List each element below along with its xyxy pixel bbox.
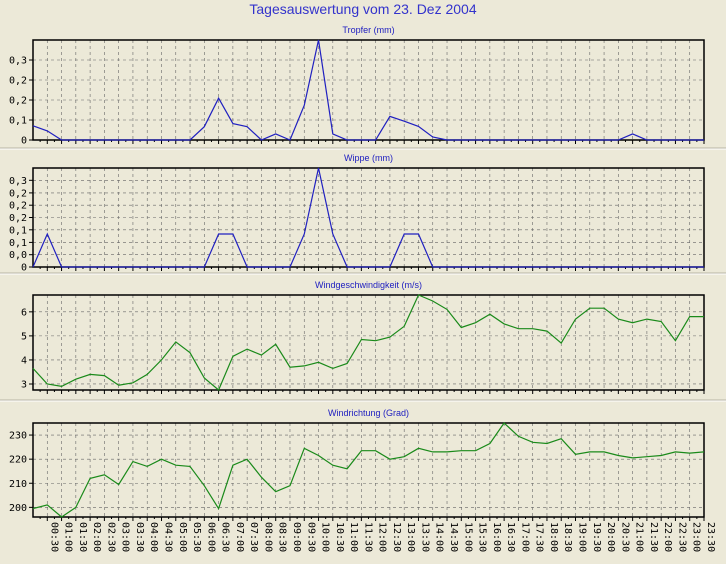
x-tick-label: 05:30: [191, 522, 202, 552]
series-line: [32, 422, 705, 518]
y-tick-label: 4: [21, 355, 27, 366]
panel-title: Windrichtung (Grad): [328, 408, 409, 418]
y-tick-label: 220: [9, 455, 27, 466]
x-tick-label: 02:00: [91, 522, 102, 552]
x-tick-label: 04:00: [148, 522, 159, 552]
chart-panel-4: Windrichtung (Grad) 200 210 220 230: [9, 408, 705, 521]
plot-frame: [32, 422, 705, 518]
series-line: [32, 39, 704, 141]
plot-frame: [32, 39, 705, 141]
x-tick-label: 04:30: [162, 522, 173, 552]
chart-panel-3: Windgeschwindigkeit (m/s) 3 4 5 6: [0, 280, 726, 402]
y-tick-label: 6: [21, 307, 27, 318]
x-tick-label: 21:00: [634, 522, 645, 552]
x-axis-labels: 00:30 01:00 01:30 02:00 02:30 03:00 03:30 04:00…: [48, 522, 716, 552]
x-tick-label: 19:30: [591, 522, 602, 552]
x-tick-label: 11:00: [348, 522, 359, 552]
x-tick-label: 22:00: [662, 522, 673, 552]
x-tick-label: 03:30: [134, 522, 145, 552]
x-tick-label: 19:00: [577, 522, 588, 552]
x-tick-label: 05:00: [177, 522, 188, 552]
x-tick-label: 15:30: [477, 522, 488, 552]
x-tick-label: 06:00: [205, 522, 216, 552]
y-tick-label: 0,2: [9, 188, 27, 199]
x-tick-label: 23:00: [691, 522, 702, 552]
x-tick-label: 10:30: [334, 522, 345, 552]
x-tick-label: 13:00: [405, 522, 416, 552]
x-tick-label: 08:00: [262, 522, 273, 552]
y-tick-label: 0,1: [9, 116, 27, 127]
panel-title: Windgeschwindigkeit (m/s): [315, 280, 422, 290]
x-tick-label: 18:30: [562, 522, 573, 552]
y-tick-label: 3: [21, 379, 27, 390]
y-tick-label: 230: [9, 431, 27, 442]
x-tick-label: 01:30: [77, 522, 88, 552]
x-tick-label: 02:30: [105, 522, 116, 552]
x-tick-label: 01:00: [63, 522, 74, 552]
series-line: [32, 294, 704, 391]
x-tick-label: 09:00: [291, 522, 302, 552]
x-tick-label: 14:00: [434, 522, 445, 552]
x-tick-label: 12:30: [391, 522, 402, 552]
x-tick-label: 07:00: [234, 522, 245, 552]
chart-title: Tagesauswertung vom 23. Dez 2004: [249, 1, 477, 17]
y-tick-label: 0,1: [9, 225, 27, 236]
series-line: [32, 167, 704, 268]
chart-panel-1: Tropfer (mm) 0 0,1 0,2 0,2 0,3: [0, 25, 726, 150]
x-tick-label: 23:30: [705, 522, 716, 552]
panel-title: Tropfer (mm): [342, 25, 394, 35]
x-tick-label: 21:30: [648, 522, 659, 552]
y-tick-label: 0: [21, 136, 27, 147]
x-tick-label: 09:30: [305, 522, 316, 552]
y-tick-label: 0: [21, 263, 27, 274]
x-tick-label: 20:00: [605, 522, 616, 552]
plot-frame: [32, 294, 705, 391]
x-tick-label: 00:30: [48, 522, 59, 552]
y-tick-label: 200: [9, 503, 27, 514]
x-tick-label: 10:00: [320, 522, 331, 552]
x-tick-label: 17:00: [519, 522, 530, 552]
x-tick-label: 20:30: [619, 522, 630, 552]
chart-panel-2: Wippe (mm)00,00,10,10,20,20,20,3: [0, 153, 726, 275]
x-tick-label: 16:00: [491, 522, 502, 552]
x-tick-label: 14:30: [448, 522, 459, 552]
y-tick-label: 0,3: [9, 56, 27, 67]
y-tick-label: 0,3: [9, 176, 27, 187]
x-tick-label: 12:00: [377, 522, 388, 552]
y-tick-label: 210: [9, 479, 27, 490]
x-tick-label: 18:00: [548, 522, 559, 552]
x-tick-label: 07:30: [248, 522, 259, 552]
x-tick-label: 08:30: [277, 522, 288, 552]
y-tick-label: 0,2: [9, 201, 27, 212]
y-tick-label: 0,1: [9, 238, 27, 249]
panel-title: Wippe (mm): [344, 153, 393, 163]
x-tick-label: 15:00: [462, 522, 473, 552]
x-tick-label: 06:30: [220, 522, 231, 552]
y-tick-label: 0,2: [9, 213, 27, 224]
x-tick-label: 03:00: [120, 522, 131, 552]
y-tick-label: 0,0: [9, 250, 27, 261]
x-tick-label: 13:30: [419, 522, 430, 552]
x-tick-label: 16:30: [505, 522, 516, 552]
x-tick-label: 17:30: [534, 522, 545, 552]
y-tick-label: 0,2: [9, 76, 27, 87]
x-tick-label: 22:30: [676, 522, 687, 552]
y-tick-label: 5: [21, 331, 27, 342]
y-tick-label: 0,2: [9, 96, 27, 107]
x-tick-label: 11:30: [362, 522, 373, 552]
